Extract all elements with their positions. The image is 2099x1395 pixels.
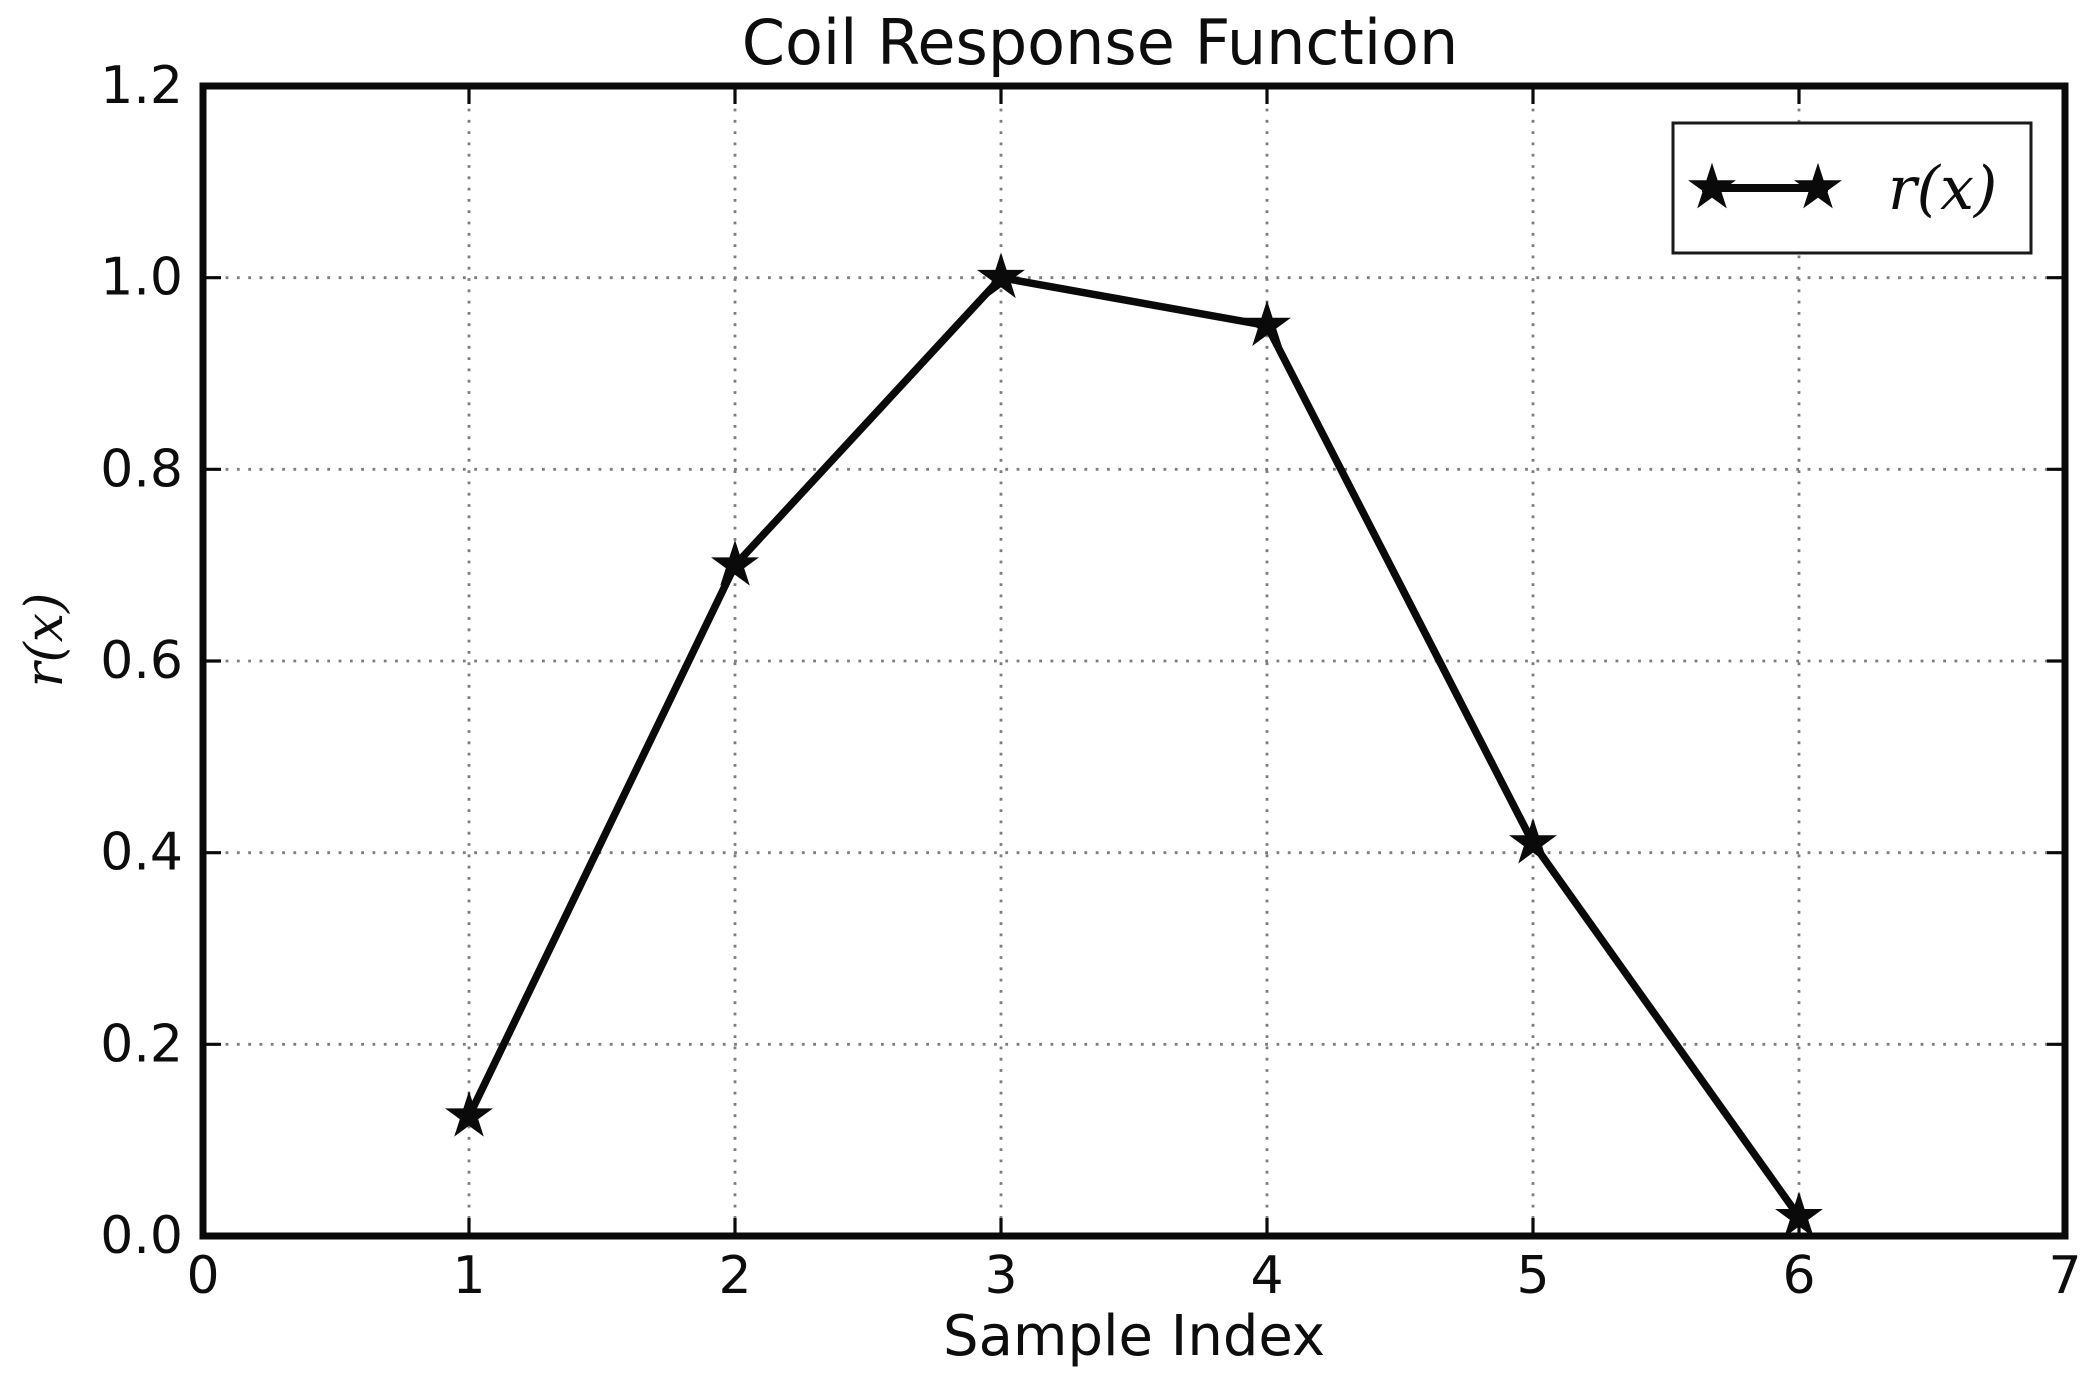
- y-axis-label: r(x): [15, 593, 75, 688]
- legend-star-marker-left: [1688, 162, 1736, 209]
- data-point-marker-x2: [711, 539, 759, 586]
- x-tick-label-5: 5: [1516, 1246, 1549, 1306]
- data-point-marker-x3: [977, 252, 1025, 299]
- legend-line-sample: [1688, 162, 1842, 209]
- x-tick-label-1: 1: [452, 1246, 485, 1306]
- data-point-marker-x5: [1509, 817, 1557, 864]
- x-axis-label: Sample Index: [943, 1304, 1325, 1369]
- y-tick-label-0.4: 0.4: [100, 823, 183, 883]
- y-tick-label-0.6: 0.6: [100, 631, 183, 691]
- data-point-marker-x1: [445, 1090, 493, 1137]
- chart-title: Coil Response Function: [742, 6, 1459, 79]
- legend-star-marker-right: [1794, 162, 1842, 209]
- y-tick-label-0.8: 0.8: [100, 439, 183, 499]
- x-tick-label-7: 7: [2048, 1246, 2081, 1306]
- x-tick-label-0: 0: [186, 1246, 219, 1306]
- y-tick-label-1.2: 1.2: [100, 56, 183, 116]
- x-tick-label-3: 3: [984, 1246, 1017, 1306]
- tick-layer: [201, 84, 2067, 1238]
- legend: r(x): [1671, 121, 2033, 255]
- data-point-marker-x4: [1243, 300, 1291, 347]
- y-tick-label-0.2: 0.2: [100, 1014, 183, 1074]
- x-tick-label-4: 4: [1250, 1246, 1283, 1306]
- legend-label: r(x): [1888, 154, 1997, 224]
- series-line-r(x): [465, 273, 1803, 1221]
- tick-label-layer: 0 1 2 3 4 5 6 7 0.0 0.2 0.4 0.6 0.8 1.0 1.2: [100, 56, 2081, 1306]
- y-tick-label-1.0: 1.0: [100, 248, 183, 308]
- series-layer: [445, 252, 1823, 1238]
- x-tick-label-2: 2: [718, 1246, 751, 1306]
- y-tick-label-0.0: 0.0: [100, 1206, 183, 1266]
- x-tick-label-6: 6: [1782, 1246, 1815, 1306]
- grid-layer: [203, 86, 2065, 1236]
